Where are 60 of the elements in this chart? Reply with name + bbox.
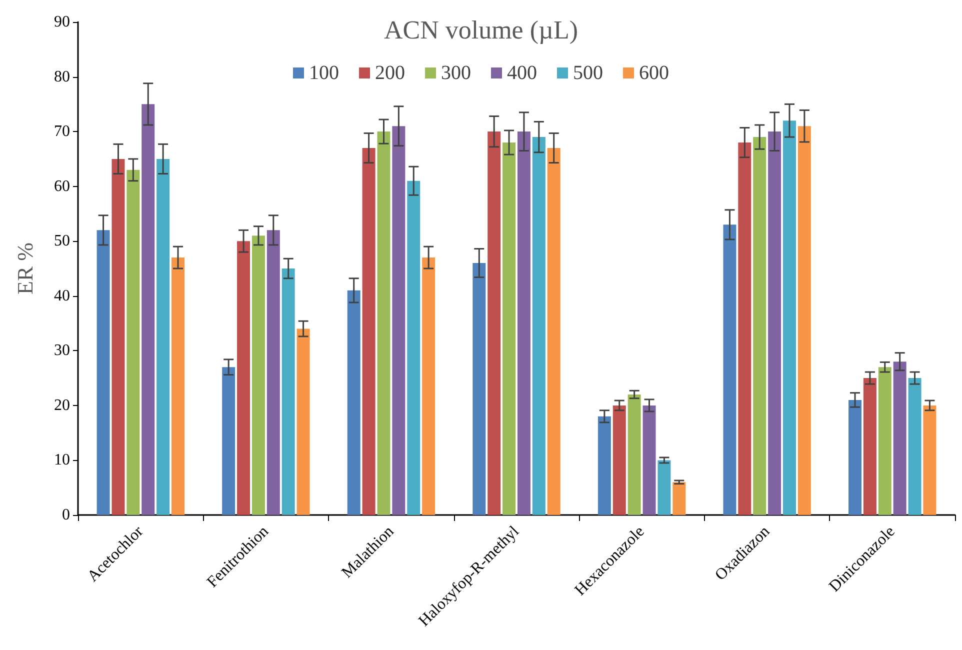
legend-title: ACN volume (µL) xyxy=(384,16,578,44)
bar xyxy=(472,263,486,515)
bar xyxy=(658,460,671,515)
bar xyxy=(628,394,641,515)
bar xyxy=(296,328,310,515)
bar xyxy=(502,142,516,515)
bar xyxy=(112,158,125,515)
bar xyxy=(172,258,184,515)
bar xyxy=(672,482,686,515)
bar xyxy=(222,367,236,515)
bar xyxy=(848,400,862,515)
bar xyxy=(96,230,110,515)
y-tick-label: 10 xyxy=(54,452,70,469)
bar xyxy=(642,405,656,515)
y-tick-label: 90 xyxy=(54,14,70,30)
bar xyxy=(142,104,155,515)
bar xyxy=(347,290,360,515)
bar xyxy=(266,230,280,515)
bar xyxy=(878,367,892,515)
bar xyxy=(753,137,766,515)
bar xyxy=(377,132,390,515)
bar xyxy=(723,224,736,515)
y-tick-label: 70 xyxy=(54,123,70,140)
bar xyxy=(612,405,626,515)
legend-label: 300 xyxy=(441,62,471,84)
legend-label: 600 xyxy=(639,62,669,84)
bar xyxy=(156,158,170,515)
bar xyxy=(392,126,406,515)
legend-label: 400 xyxy=(507,62,537,84)
bar xyxy=(252,236,265,515)
bar xyxy=(282,268,295,515)
y-axis-title: ER % xyxy=(12,242,38,294)
bar xyxy=(237,241,250,515)
bar xyxy=(768,132,782,515)
bar xyxy=(738,142,752,515)
y-tick-label: 20 xyxy=(54,396,70,414)
bar xyxy=(532,137,546,515)
bar xyxy=(547,148,560,515)
bar xyxy=(798,126,811,515)
y-tick-label: 40 xyxy=(54,287,70,304)
bar xyxy=(598,416,611,515)
bar xyxy=(782,120,796,515)
y-tick-label: 50 xyxy=(54,232,70,250)
legend-label: 200 xyxy=(375,62,405,84)
bar xyxy=(923,405,936,515)
bar xyxy=(893,362,906,515)
y-tick-label: 30 xyxy=(54,342,70,360)
legend-label: 100 xyxy=(309,62,339,84)
bar xyxy=(908,378,922,515)
bar xyxy=(362,148,376,515)
bar xyxy=(517,132,530,515)
y-tick-label: 60 xyxy=(54,178,70,195)
bar xyxy=(488,132,501,515)
bar xyxy=(863,378,876,515)
bar xyxy=(126,170,140,515)
bar xyxy=(422,258,436,515)
y-tick-label: 0 xyxy=(62,506,70,524)
bar xyxy=(407,180,420,515)
y-tick-label: 80 xyxy=(54,68,70,86)
legend-label: 500 xyxy=(573,62,603,84)
